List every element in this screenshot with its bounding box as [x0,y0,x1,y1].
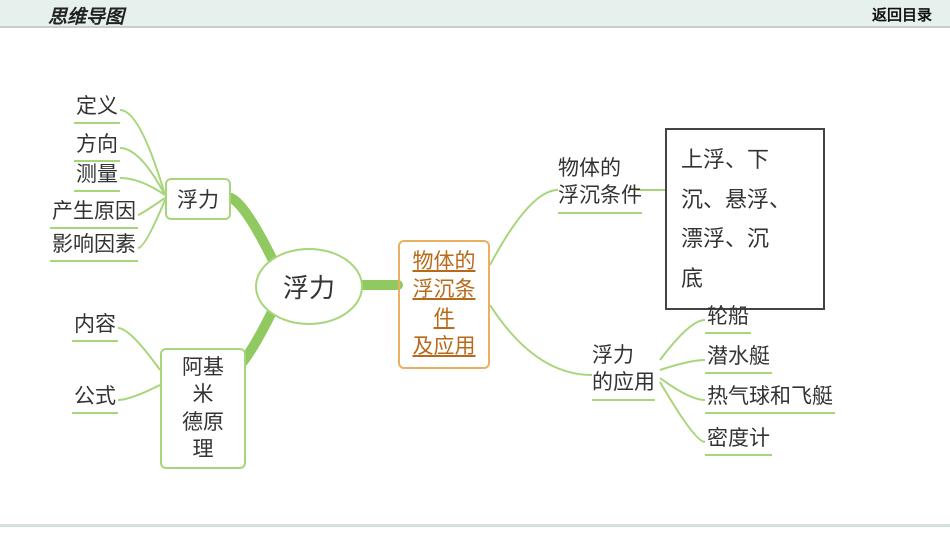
leaf-balloon: 热气球和飞艇 [705,380,835,414]
node-archimedes-l1: 阿基米 德原理 [182,356,224,461]
return-link[interactable]: 返回目录 [872,4,932,25]
node-float-conditions: 物体的 浮沉条件 [558,155,642,214]
leaf-definition: 定义 [74,90,120,124]
mindmap-canvas: 定义 方向 测量 产生原因 影响因素 浮力 内容 公式 阿基米 德原理 浮力 物… [0,30,950,525]
node-conditions-apps-text: 物体的 浮沉条件 及应用 [413,250,476,358]
node-buoyancy-sub: 浮力 [165,178,231,220]
leaf-measure: 测量 [74,158,120,192]
leaf-submarine: 潜水艇 [705,340,772,374]
leaf-densimeter: 密度计 [705,422,772,456]
detail-box-states: 上浮、下 沉、悬浮、 漂浮、沉 底 [665,128,825,310]
page-title: 思维导图 [48,2,124,29]
leaf-content: 内容 [72,308,118,342]
detail-box-states-text: 上浮、下 沉、悬浮、 漂浮、沉 底 [681,147,791,291]
leaf-formula: 公式 [72,380,118,414]
leaf-ship: 轮船 [705,300,751,334]
leaf-factor: 影响因素 [50,228,138,262]
node-applications: 浮力 的应用 [592,342,655,401]
leaf-direction: 方向 [74,128,120,162]
footer-divider [0,524,950,527]
header-bar: 思维导图 返回目录 [0,0,950,28]
node-conditions-apps[interactable]: 物体的 浮沉条件 及应用 [398,240,490,369]
leaf-cause: 产生原因 [50,195,138,229]
node-archimedes: 阿基米 德原理 [160,348,246,469]
root-node: 浮力 [255,248,363,325]
